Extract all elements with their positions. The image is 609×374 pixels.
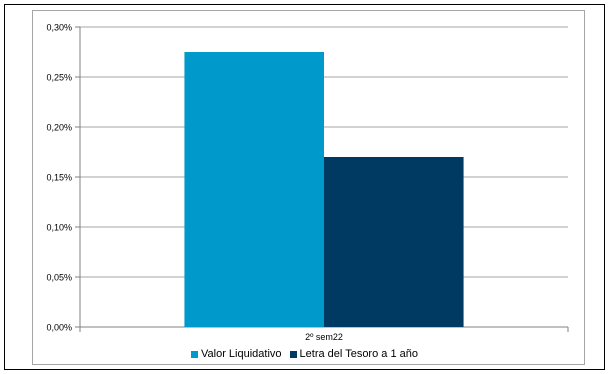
legend-label-letra-tesoro: Letra del Tesoro a 1 año (299, 348, 418, 360)
y-tick-label: 0,05% (46, 273, 72, 283)
legend-item-letra-tesoro: Letra del Tesoro a 1 año (289, 348, 418, 360)
y-tick-label: 0,10% (46, 223, 72, 233)
y-tick-label: 0,30% (46, 23, 72, 33)
y-tick-label: 0,25% (46, 73, 72, 83)
legend-item-valor-liquidativo: Valor Liquidativo (191, 348, 282, 360)
y-tick-label: 0,20% (46, 123, 72, 133)
legend-label-valor-liquidativo: Valor Liquidativo (201, 348, 282, 360)
x-tick-label: 2º sem22 (305, 332, 343, 342)
legend-swatch-valor-liquidativo (191, 350, 199, 358)
legend-swatch-letra-tesoro (289, 350, 297, 358)
bar-letra-del-tesoro-a-1-a-o (324, 157, 464, 327)
bar-valor-liquidativo (184, 52, 324, 327)
chart-inner-border (32, 10, 585, 365)
legend: Valor Liquidativo Letra del Tesoro a 1 a… (0, 346, 609, 362)
y-tick-label: 0,15% (46, 173, 72, 183)
y-tick-label: 0,00% (46, 323, 72, 333)
